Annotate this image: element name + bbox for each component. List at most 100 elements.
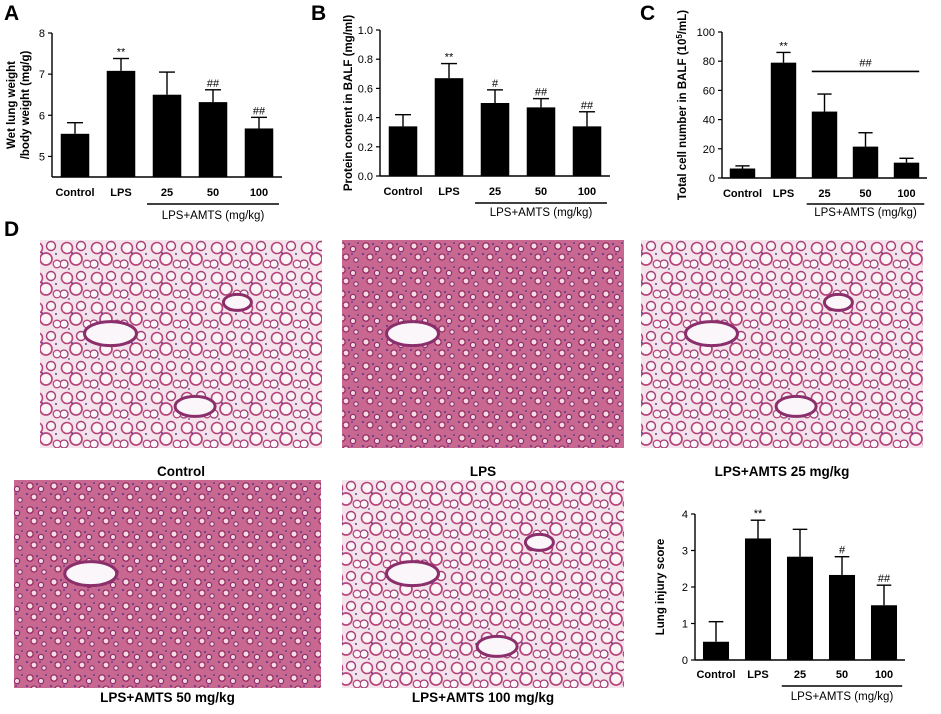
bar-25 (152, 94, 182, 177)
vessel-lumen (822, 292, 854, 312)
category-label: 50 (207, 187, 219, 199)
chart-lung-injury-score: 0 1 2 3 4 Control LPS ** 25 50 #100 ## LPS+AMTS (mg/… (655, 508, 905, 703)
bar-100 (572, 126, 602, 176)
y-tick-label: 0 (682, 655, 688, 667)
panel-letter-c: C (640, 2, 655, 25)
micrograph-caption: Control (157, 464, 205, 479)
category-label: Control (696, 669, 735, 681)
micrograph-caption: LPS+AMTS 25 mg/kg (715, 464, 850, 479)
category-label: Control (383, 186, 422, 198)
vessel-lumen (774, 394, 818, 418)
y-tick-label: 0.4 (358, 113, 373, 125)
micrograph-control: Control (40, 240, 322, 479)
category-label: LPS (773, 188, 794, 200)
group-label: LPS+AMTS (mg/kg) (490, 207, 593, 219)
y-axis-label: Total cell number in BALF (105/mL) (675, 10, 690, 200)
micrograph-lps-amts-50-mg-kg: LPS+AMTS 50 mg/kg (14, 480, 321, 705)
y-tick-label: 3 (682, 546, 688, 558)
vessel-lumen (523, 532, 555, 552)
vessel-lumen (385, 320, 440, 348)
group-label: LPS+AMTS (mg/kg) (814, 207, 917, 219)
y-tick-label: 0.0 (358, 171, 373, 183)
significance-mark: # (839, 545, 846, 557)
category-label: 100 (250, 187, 268, 199)
bar-50 (198, 102, 228, 177)
y-tick-label: 4 (682, 509, 688, 521)
category-label: 100 (875, 669, 893, 681)
bar-100 (893, 162, 920, 178)
micrograph-caption: LPS+AMTS 50 mg/kg (100, 690, 235, 705)
significance-mark: ** (754, 508, 763, 520)
y-tick-label: 80 (703, 56, 715, 68)
significance-mark: ## (535, 87, 548, 99)
category-label: 50 (859, 188, 871, 200)
significance-mark: ## (207, 78, 220, 90)
bar-lps (434, 78, 464, 176)
y-tick-label: 20 (703, 144, 715, 156)
y-tick-label: 2 (682, 582, 688, 594)
y-tick-label: 100 (697, 27, 715, 39)
bar-25 (480, 103, 510, 176)
y-tick-label: 7 (39, 69, 45, 81)
panel-letter-d: D (4, 218, 19, 241)
category-label: 100 (578, 186, 596, 198)
bar-100 (244, 128, 274, 177)
vessel-lumen (684, 320, 739, 348)
histology-image (14, 480, 321, 688)
bar-100 (870, 605, 898, 660)
category-label: Control (55, 187, 94, 199)
y-axis-label: /body weight (mg/g) (20, 51, 32, 160)
significance-mark: ** (117, 47, 126, 59)
y-axis-label: Lung injury score (655, 539, 667, 636)
category-label: 25 (818, 188, 830, 200)
category-label: 25 (161, 187, 173, 199)
histology-image (40, 240, 322, 448)
significance-mark: ## (253, 105, 266, 117)
micrograph-caption: LPS (470, 464, 496, 479)
vessel-lumen (173, 394, 217, 418)
vessel-lumen (385, 560, 440, 588)
comparison-label: ## (859, 57, 872, 69)
significance-mark: ** (445, 52, 454, 64)
y-tick-label: 60 (703, 85, 715, 97)
bar-25 (786, 556, 814, 660)
chart-wet-lung-weight: 5 6 7 8 Control LPS ** 25 50 ## 100 ## LPS+AMTS (mg/… (6, 28, 282, 222)
micrograph-caption: LPS+AMTS 100 mg/kg (412, 690, 554, 705)
micrograph-lps: LPS (342, 240, 624, 479)
micrograph-lps-amts-100-mg-kg: LPS+AMTS 100 mg/kg (342, 480, 624, 705)
significance-mark: # (492, 78, 499, 90)
significance-mark: ## (581, 100, 594, 112)
y-tick-label: 0 (709, 173, 715, 185)
category-label: LPS (747, 669, 768, 681)
histology-image (342, 240, 624, 448)
y-tick-label: 40 (703, 115, 715, 127)
histology-image (342, 480, 624, 688)
group-label: LPS+AMTS (mg/kg) (791, 691, 894, 703)
bar-control (702, 641, 730, 660)
chart-protein-content: 0.0 0.2 0.4 0.6 0.8 1.0 Control LPS ** 25 #50 ## 100… (343, 15, 610, 219)
group-label: LPS+AMTS (mg/kg) (162, 210, 265, 222)
bar-50 (828, 574, 856, 660)
panel-letter-b: B (311, 2, 326, 25)
micrograph-lps-amts-25-mg-kg: LPS+AMTS 25 mg/kg (641, 240, 923, 479)
vessel-lumen (221, 292, 253, 312)
y-tick-label: 0.2 (358, 142, 373, 154)
category-label: 100 (897, 188, 915, 200)
category-label: 50 (836, 669, 848, 681)
chart-total-cell-number: 0 20 40 60 80 100 Control LPS ** 25 50 100 LPS+AMTS … (675, 10, 927, 219)
micrograph-grid: Control LPS LPS+AMTS 25 mg/kg LPS+AMTS 50 m… (14, 240, 923, 705)
category-label: Control (723, 188, 762, 200)
significance-mark: ## (878, 573, 891, 585)
y-tick-label: 1.0 (358, 25, 373, 37)
y-tick-label: 8 (39, 28, 45, 40)
vessel-lumen (475, 634, 519, 658)
vessel-lumen (63, 560, 119, 588)
significance-mark: ** (779, 40, 788, 52)
y-tick-label: 0.8 (358, 54, 373, 66)
y-tick-label: 0.6 (358, 83, 373, 95)
bar-lps (106, 70, 136, 177)
y-axis-label: Wet lung weight (6, 61, 18, 149)
category-label: LPS (110, 187, 131, 199)
panel-letter-a: A (4, 2, 19, 25)
